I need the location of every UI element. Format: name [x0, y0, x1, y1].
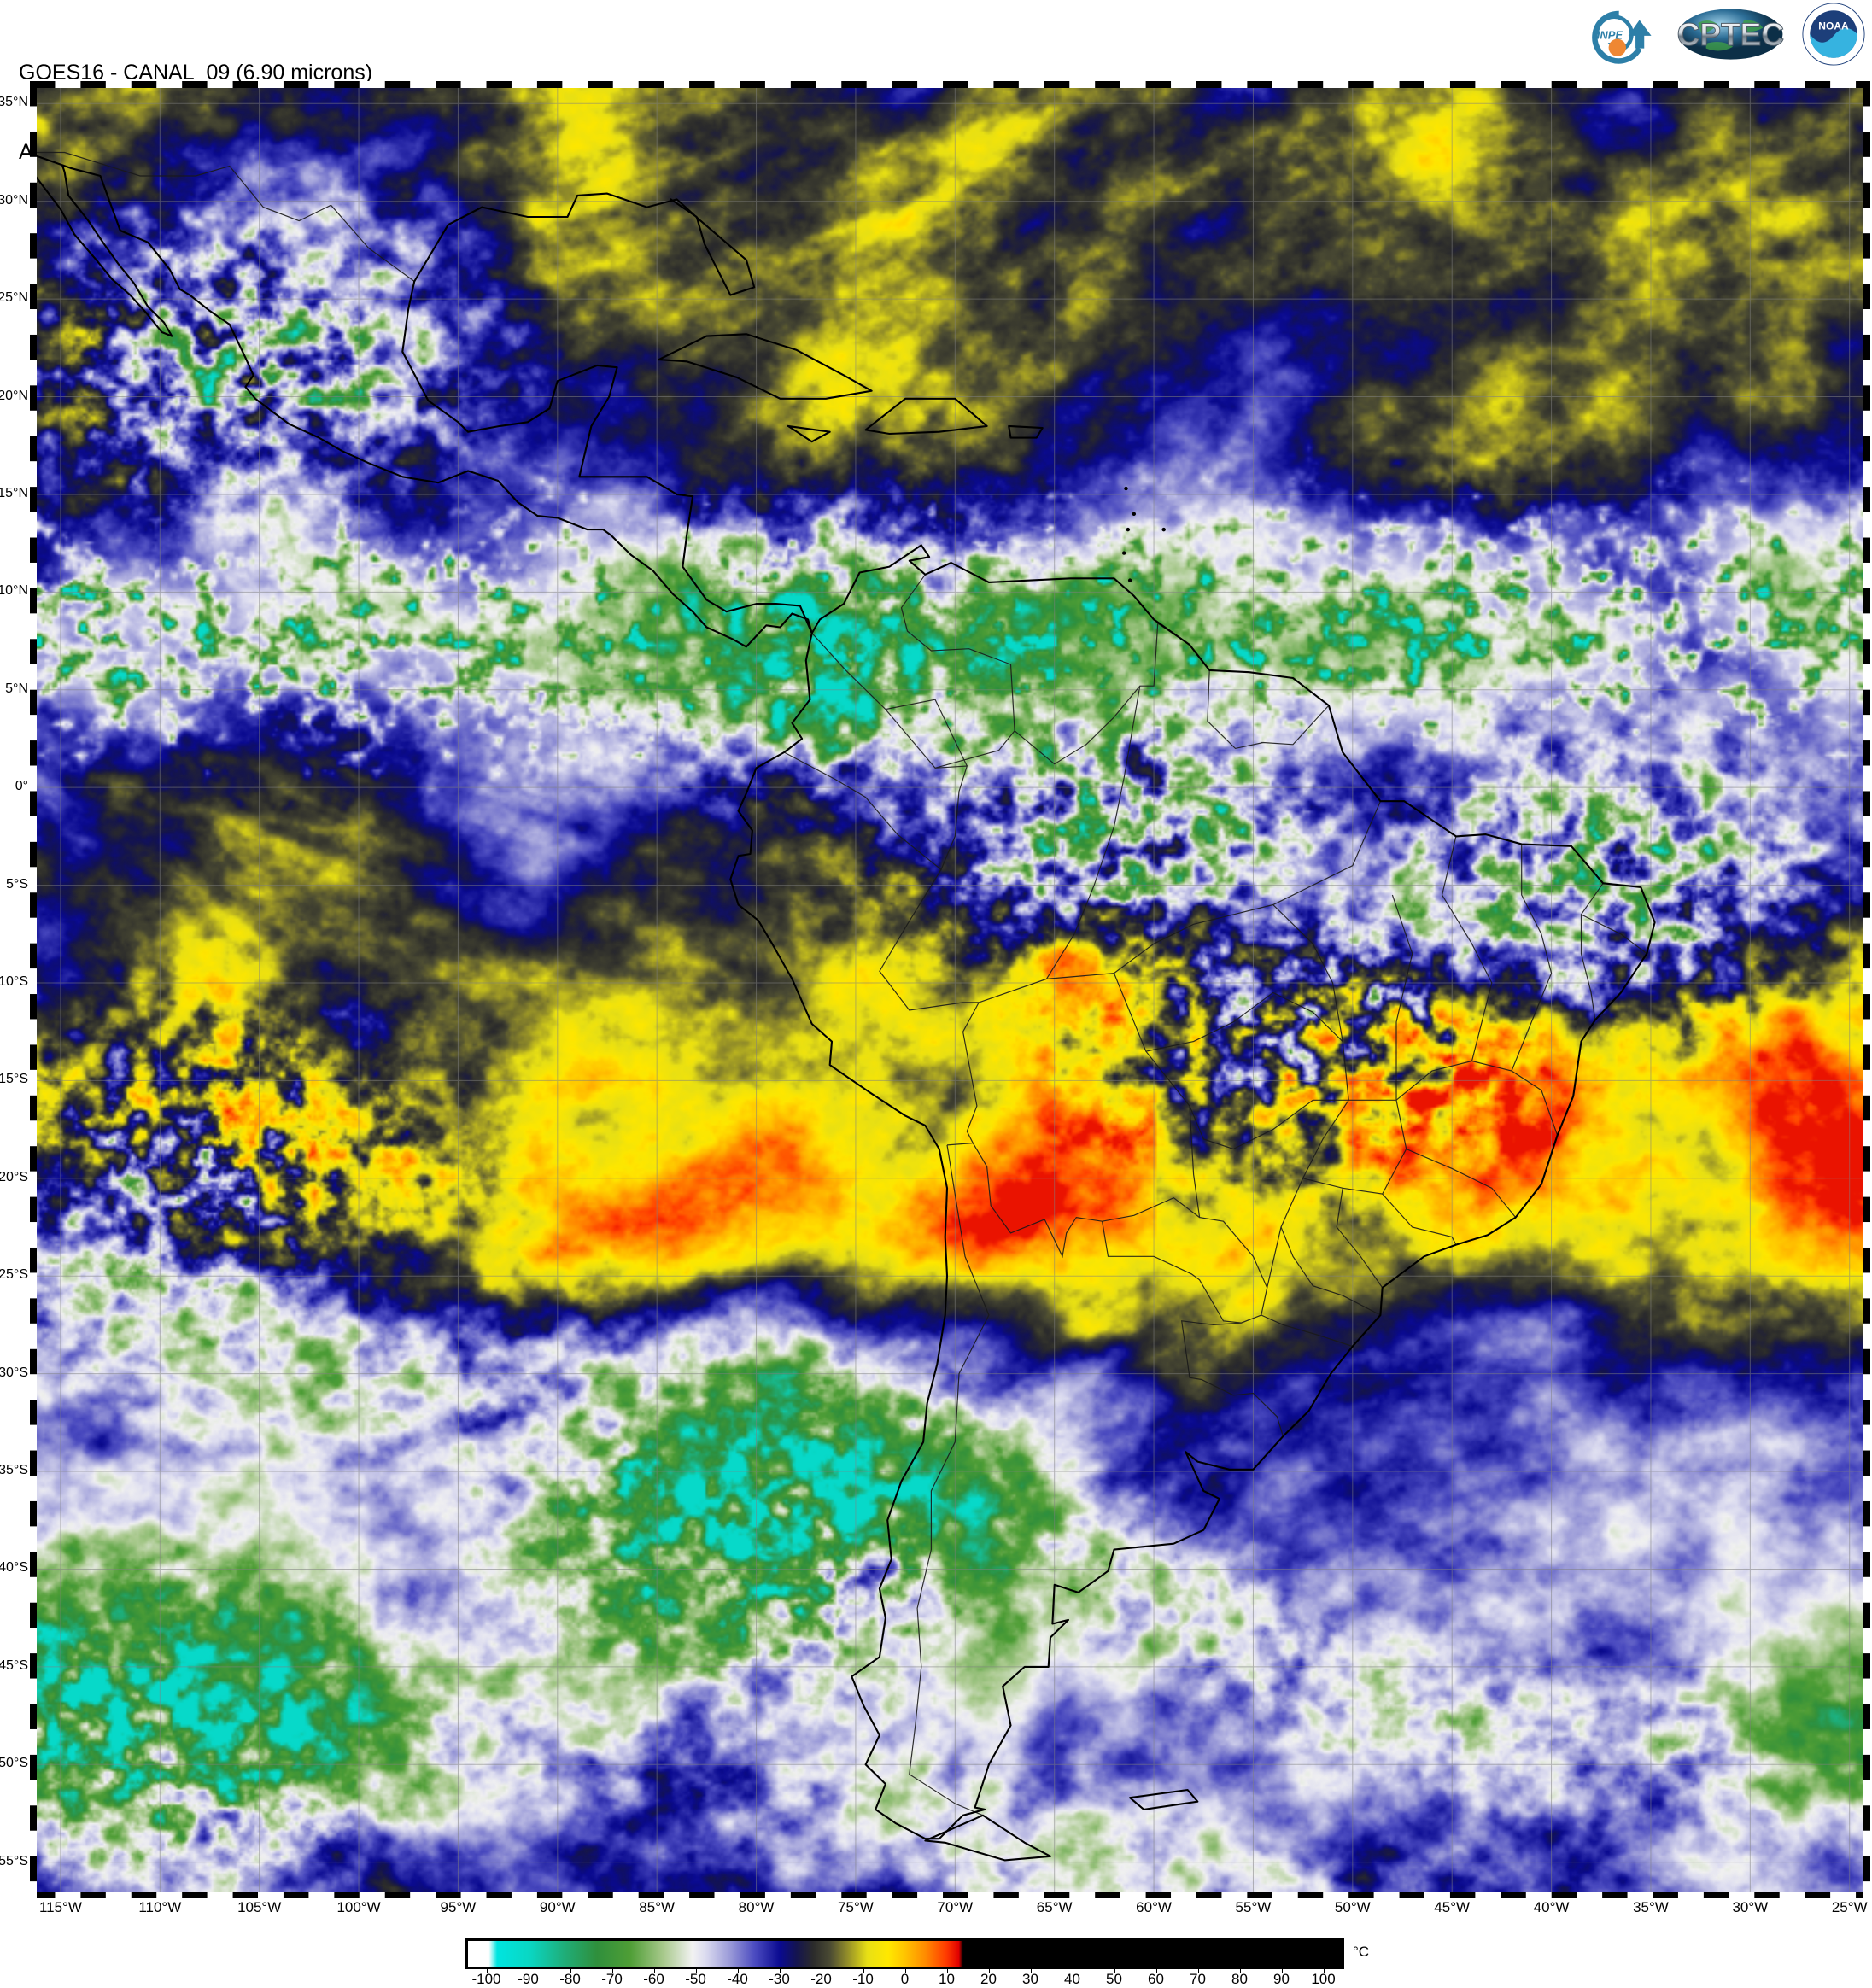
colorbar-tick: [1155, 1969, 1157, 1973]
colorbar-tick: [988, 1969, 990, 1973]
cptec-logo-text: CPTEC: [1677, 17, 1784, 52]
lat-tick-label: 30°S: [0, 1365, 28, 1380]
colorbar-tick-label: -90: [518, 1971, 539, 1987]
colorbar-units-label: °C: [1353, 1944, 1370, 1960]
lat-tick-label: 50°S: [0, 1756, 28, 1771]
lat-tick-label: 35°S: [0, 1463, 28, 1478]
colorbar-tick-label: -10: [852, 1971, 874, 1987]
lat-tick-label: 40°S: [0, 1560, 28, 1576]
lat-tick-label: 55°S: [0, 1853, 28, 1868]
lat-tick-label: 15°S: [0, 1072, 28, 1087]
colorbar-tick-label: -60: [643, 1971, 664, 1987]
lon-tick-label: 110°W: [138, 1899, 182, 1915]
colorbar-tick-label: 0: [900, 1971, 910, 1987]
colorbar-tick-label: -30: [769, 1971, 790, 1987]
lat-tick-label: 0°: [15, 779, 28, 794]
lat-tick-label: 20°S: [0, 1169, 28, 1184]
lon-tick-label: 75°W: [838, 1899, 874, 1915]
satellite-imagery-canvas: [37, 88, 1863, 1892]
lon-tick-label: 90°W: [539, 1899, 576, 1915]
lon-tick-label: 55°W: [1235, 1899, 1272, 1915]
colorbar-tick-label: 50: [1106, 1971, 1122, 1987]
lon-tick-label: 60°W: [1136, 1899, 1172, 1915]
lon-tick-label: 50°W: [1334, 1899, 1371, 1915]
noaa-logo-text: NOAA: [1818, 20, 1849, 32]
colorbar-tick-label: -100: [471, 1971, 501, 1987]
colorbar-tick: [486, 1969, 488, 1973]
lat-tick-label: 10°N: [0, 583, 28, 599]
lon-tick-label: 65°W: [1036, 1899, 1073, 1915]
colorbar: °C -100 -90 -80 -70 -60 -50 -40 -30 -20 -10 0 10 20 3…: [0, 1932, 1872, 1988]
lon-tick-label: 25°W: [1831, 1899, 1868, 1915]
colorbar-gradient: [468, 1941, 1342, 1967]
map-frame-right: [1863, 81, 1870, 1898]
colorbar-tick: [1323, 1969, 1325, 1973]
colorbar-tick-label: -40: [727, 1971, 748, 1987]
title-line-channel: GOES16 - CANAL_09 (6.90 microns): [19, 61, 373, 85]
colorbar-tick-label: -80: [559, 1971, 581, 1987]
colorbar-tick-label: 80: [1231, 1971, 1248, 1987]
colorbar-tick: [1281, 1969, 1283, 1973]
colorbar-tick-label: 60: [1148, 1971, 1164, 1987]
lon-tick-label: 95°W: [440, 1899, 477, 1915]
colorbar-tick-label: -50: [685, 1971, 706, 1987]
colorbar-tick: [737, 1969, 739, 1973]
lat-tick-label: 20°N: [0, 388, 28, 403]
lon-tick-label: 40°W: [1533, 1899, 1570, 1915]
colorbar-tick: [946, 1969, 948, 1973]
colorbar-tick: [570, 1969, 571, 1973]
colorbar-tick: [863, 1969, 864, 1973]
colorbar-tick-label: 40: [1064, 1971, 1080, 1987]
colorbar-tick: [1030, 1969, 1032, 1973]
colorbar-tick-label: -70: [601, 1971, 623, 1987]
colorbar-tick-label: 90: [1273, 1971, 1290, 1987]
colorbar-tick: [904, 1969, 906, 1973]
map-frame-left: [30, 81, 37, 1898]
inpe-logo-text: INPE: [1596, 29, 1623, 42]
lon-tick-label: 80°W: [738, 1899, 775, 1915]
colorbar-tick: [611, 1969, 613, 1973]
colorbar-tick: [779, 1969, 781, 1973]
lon-tick-label: 30°W: [1732, 1899, 1769, 1915]
lon-tick-label: 100°W: [336, 1899, 381, 1915]
lon-tick-label: 35°W: [1633, 1899, 1669, 1915]
colorbar-tick: [695, 1969, 697, 1973]
lat-tick-label: 35°N: [0, 95, 28, 110]
colorbar-tick: [1197, 1969, 1199, 1973]
colorbar-tick-label: 100: [1311, 1971, 1336, 1987]
colorbar-tick-label: 10: [939, 1971, 955, 1987]
colorbar-tick-label: -20: [810, 1971, 832, 1987]
lat-tick-label: 25°S: [0, 1267, 28, 1283]
inpe-logo: INPE: [1591, 10, 1652, 64]
logo-row: INPE CPTEC: [1573, 2, 1866, 67]
lat-tick-label: 10°S: [0, 974, 28, 989]
lat-tick-label: 5°N: [5, 681, 28, 696]
map-frame-top: [30, 81, 1870, 88]
noaa-logo: NOAA: [1802, 3, 1865, 66]
colorbar-tick: [1239, 1969, 1241, 1973]
lat-tick-label: 15°N: [0, 485, 28, 500]
lat-tick-label: 25°N: [0, 290, 28, 306]
colorbar-ticks: [465, 1969, 1344, 1974]
lon-tick-label: 70°W: [937, 1899, 974, 1915]
colorbar-tick-label: 30: [1022, 1971, 1038, 1987]
colorbar-bar: [465, 1938, 1344, 1969]
lat-tick-label: 30°N: [0, 192, 28, 208]
cptec-logo: CPTEC: [1676, 9, 1785, 60]
lon-tick-label: 105°W: [237, 1899, 282, 1915]
lat-tick-label: 45°S: [0, 1658, 28, 1673]
lon-tick-label: 45°W: [1434, 1899, 1471, 1915]
colorbar-tick-label: 20: [980, 1971, 997, 1987]
lon-tick-label: 115°W: [38, 1899, 82, 1915]
colorbar-tick: [1114, 1969, 1115, 1973]
colorbar-tick: [653, 1969, 655, 1973]
lat-tick-label: 5°S: [6, 876, 28, 892]
lon-tick-label: 85°W: [639, 1899, 676, 1915]
map-frame-bottom: [30, 1892, 1870, 1898]
satellite-map[interactable]: [37, 88, 1863, 1892]
colorbar-tick-label: 70: [1190, 1971, 1206, 1987]
